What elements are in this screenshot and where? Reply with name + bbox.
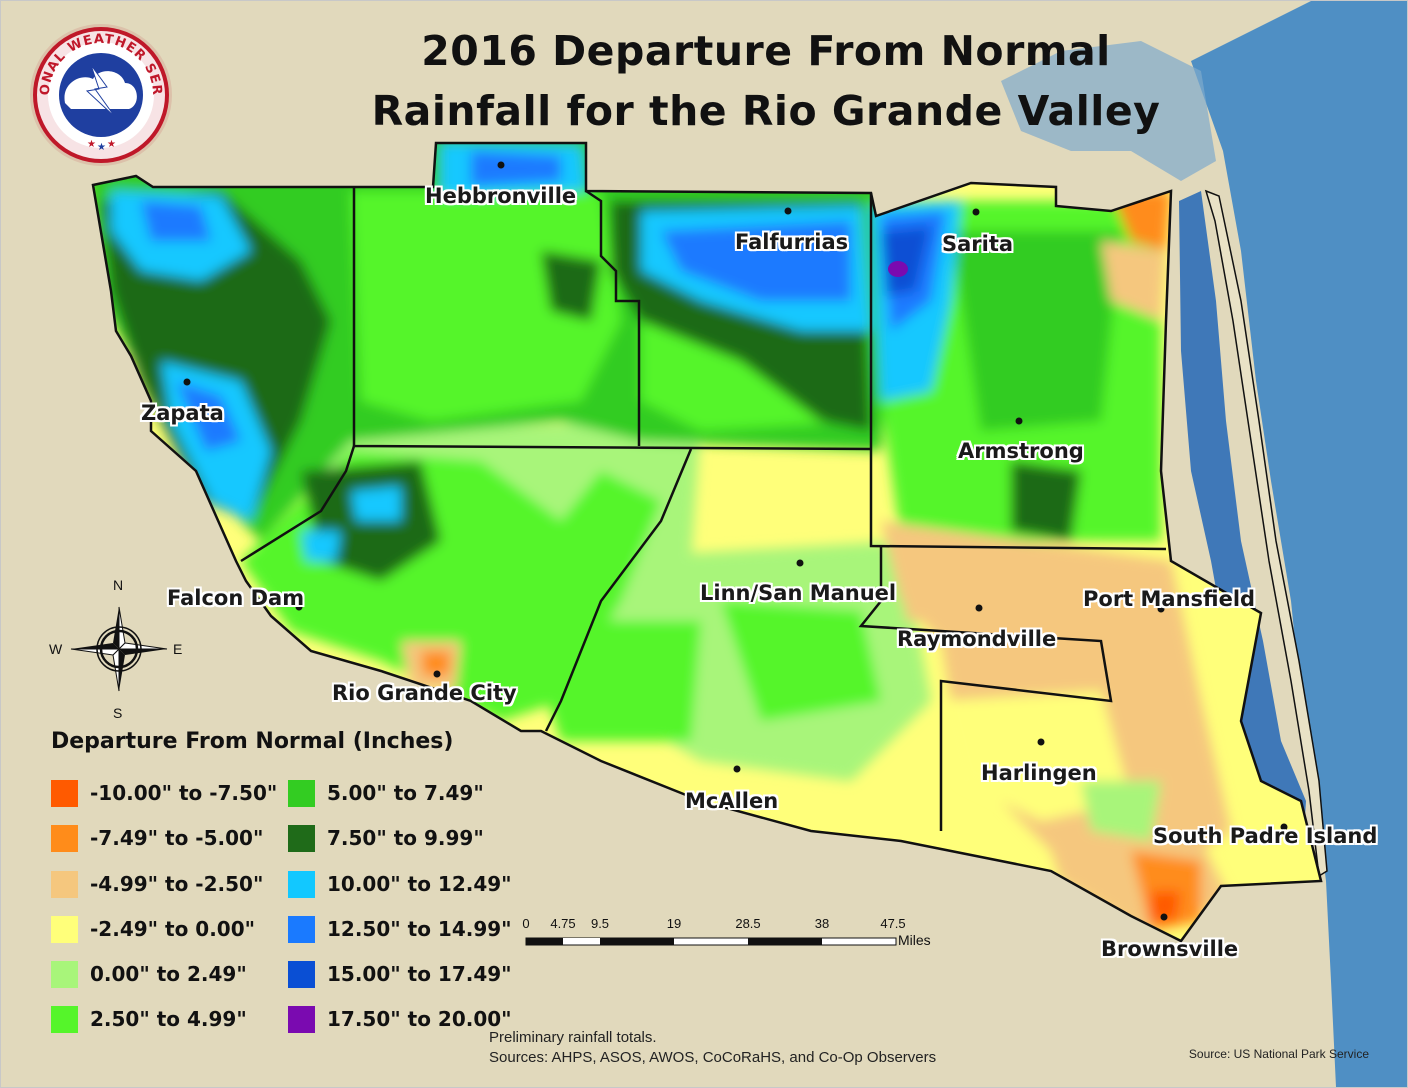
svg-text:★: ★ (107, 139, 116, 150)
rainfall-field (93, 143, 1321, 941)
city-label-zapata: Zapata (141, 401, 224, 425)
note-preliminary: Preliminary rainfall totals. (489, 1029, 657, 1046)
legend-label: 12.50" to 14.99" (327, 917, 512, 941)
scale-bar (525, 937, 897, 946)
legend-swatch (288, 1005, 315, 1033)
legend-label: 15.00" to 17.49" (327, 962, 512, 986)
bay-water (1001, 41, 1216, 181)
laguna-madre (1179, 191, 1306, 881)
scale-tick: 4.75 (550, 916, 576, 931)
map-title-line2: Rainfall for the Rio Grande Valley (371, 87, 1161, 135)
gulf-of-mexico (1191, 1, 1407, 1087)
city-label-sarita: Sarita (942, 232, 1014, 256)
legend-item: -7.49" to -5.00" (51, 823, 263, 853)
svg-text:★: ★ (97, 142, 106, 153)
legend-swatch (51, 1005, 78, 1033)
legend-item: 15.00" to 17.49" (288, 959, 512, 989)
legend-swatch (51, 915, 78, 943)
legend-swatch (288, 915, 315, 943)
nws-logo-icon: ★ ★ ★ NATIONAL WEATHER SERVICE (30, 24, 172, 166)
scale-unit: Miles (898, 932, 931, 948)
legend-swatch (51, 779, 78, 807)
legend-swatch (288, 779, 315, 807)
legend-swatch (51, 960, 78, 988)
city-label-south-padre-island: South Padre Island (1153, 824, 1378, 848)
legend-label: -4.99" to -2.50" (90, 872, 264, 896)
legend-item: 0.00" to 2.49" (51, 959, 247, 989)
county-borders (240, 187, 1167, 831)
scale-tick: 38 (814, 916, 830, 931)
legend-title: Departure From Normal (Inches) (51, 729, 454, 754)
compass-north-label: N (113, 577, 124, 593)
city-label-mcallen: McAllen (685, 789, 779, 813)
compass-rose-icon (70, 606, 168, 692)
region-outline (91, 141, 1323, 943)
legend-label: -10.00" to -7.50" (90, 781, 278, 805)
legend-swatch (288, 824, 315, 852)
city-label-linn-san-manuel: Linn/San Manuel (700, 581, 897, 605)
legend-item: -2.49" to 0.00" (51, 914, 255, 944)
scale-tick: 47.5 (880, 916, 906, 931)
scale-tick: 9.5 (590, 916, 610, 931)
city-label-port-mansfield: Port Mansfield (1083, 587, 1256, 611)
compass-west-label: W (49, 641, 63, 657)
legend-item: -4.99" to -2.50" (51, 869, 263, 899)
source-credit: Source: US National Park Service (1188, 1047, 1369, 1061)
legend-label: -7.49" to -5.00" (90, 826, 264, 850)
city-label-harlingen: Harlingen (981, 761, 1097, 785)
legend-item: 10.00" to 12.49" (288, 869, 512, 899)
city-label-rio-grande-city: Rio Grande City (332, 681, 517, 705)
legend-label: -2.49" to 0.00" (90, 917, 256, 941)
scale-tick: 28.5 (735, 916, 761, 931)
city-label-raymondville: Raymondville (897, 627, 1057, 651)
city-label-armstrong: Armstrong (958, 439, 1084, 463)
svg-text:★: ★ (87, 139, 96, 150)
legend-swatch (51, 824, 78, 852)
scale-tick: 19 (666, 916, 682, 931)
compass-east-label: E (173, 641, 183, 657)
city-label-falfurrias: Falfurrias (735, 230, 849, 254)
legend-item: -10.00" to -7.50" (51, 778, 277, 808)
legend-item: 5.00" to 7.49" (288, 778, 484, 808)
legend-label: 0.00" to 2.49" (90, 962, 247, 986)
legend-item: 2.50" to 4.99" (51, 1004, 247, 1034)
legend-label: 7.50" to 9.99" (327, 826, 484, 850)
legend-item: 17.50" to 20.00" (288, 1004, 512, 1034)
legend-label: 5.00" to 7.49" (327, 781, 484, 805)
city-label-falcon-dam: Falcon Dam (167, 586, 305, 610)
legend-label: 10.00" to 12.49" (327, 872, 512, 896)
scale-tick: 0 (522, 916, 530, 931)
city-label-hebbronville: Hebbronville (425, 184, 577, 208)
padre-island (1204, 189, 1328, 878)
note-sources: Sources: AHPS, ASOS, AWOS, CoCoRaHS, and… (489, 1049, 937, 1066)
legend-swatch (51, 870, 78, 898)
legend-swatch (288, 960, 315, 988)
legend-item: 12.50" to 14.99" (288, 914, 512, 944)
compass-south-label: S (113, 705, 123, 721)
city-markers (183, 161, 1288, 921)
legend-swatch (288, 870, 315, 898)
legend-label: 17.50" to 20.00" (327, 1007, 512, 1031)
legend-item: 7.50" to 9.99" (288, 823, 484, 853)
map-title-line1: 2016 Departure From Normal (421, 27, 1111, 75)
legend-label: 2.50" to 4.99" (90, 1007, 247, 1031)
city-label-brownsville: Brownsville (1101, 937, 1239, 961)
